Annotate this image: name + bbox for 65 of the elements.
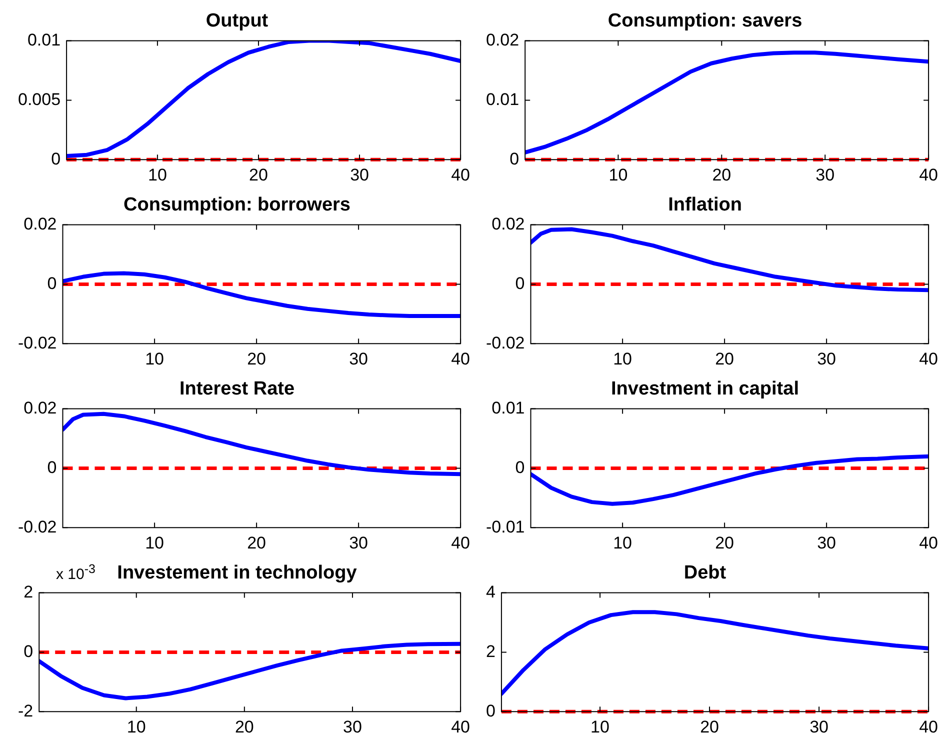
y-tick-label: 4: [486, 582, 496, 602]
x-tick-label: 30: [350, 165, 369, 184]
chart-title: Investment in capital: [611, 378, 799, 400]
chart-title: Consumption: borrowers: [124, 194, 350, 216]
x-tick-label: 30: [349, 349, 368, 368]
y-tick-label: 0: [24, 642, 34, 661]
y-tick-label: 0.02: [24, 214, 57, 234]
x-tick-label: 10: [613, 349, 632, 368]
x-tick-label: 20: [700, 717, 719, 736]
x-tick-label: 10: [590, 717, 610, 736]
y-tick-label: 0.01: [27, 30, 61, 50]
x-tick-label: 20: [715, 533, 734, 552]
x-tick-label: 30: [349, 533, 368, 552]
y-tick-label: 0.005: [18, 90, 61, 109]
chart-title: Interest Rate: [179, 378, 295, 400]
x-tick-label: 20: [712, 165, 732, 184]
x-tick-label: 30: [343, 717, 362, 736]
x-tick-label: 20: [247, 533, 266, 552]
x-tick-label: 20: [249, 165, 268, 184]
y-tick-label: -2: [18, 701, 34, 720]
x-tick-label: 10: [148, 165, 167, 184]
x-tick-label: 10: [145, 533, 164, 552]
x-tick-label: 40: [451, 717, 470, 736]
y-tick-label: 2: [486, 642, 496, 661]
x-tick-label: 10: [145, 349, 164, 368]
y-tick-label: 0.02: [492, 214, 525, 234]
y-tick-label: 0: [486, 701, 496, 720]
x-tick-label: 20: [247, 349, 266, 368]
y-tick-label: 0: [51, 149, 61, 168]
y-tick-label: 0: [515, 458, 525, 477]
y-tick-label: -0.02: [486, 333, 525, 352]
x-tick-label: 10: [126, 717, 146, 736]
text: x 10$^{-3}$: [56, 562, 96, 583]
x-tick-label: 40: [451, 349, 470, 368]
x-tick-label: 40: [919, 165, 938, 184]
chart-title: Consumption: savers: [608, 10, 802, 32]
x-tick-label: 40: [919, 349, 938, 368]
y-tick-label: -0.02: [18, 333, 57, 352]
x-tick-label: 20: [715, 349, 734, 368]
y-tick-label: 0: [515, 274, 525, 293]
y-tick-label: 2: [24, 582, 34, 602]
x-tick-label: 10: [613, 533, 632, 552]
chart-title: Investement in technology: [117, 562, 358, 584]
x-tick-label: 30: [817, 349, 836, 368]
x-tick-label: 30: [816, 165, 835, 184]
chart-title: Output: [206, 10, 269, 32]
x-tick-label: 40: [919, 533, 938, 552]
x-tick-label: 10: [608, 165, 628, 184]
chart-title: Debt: [684, 562, 727, 584]
y-tick-label: 0: [47, 458, 57, 477]
y-tick-label: 0: [510, 149, 520, 168]
y-tick-label: 0.02: [24, 398, 57, 418]
y-tick-label: 0: [47, 274, 57, 293]
x-tick-label: 30: [810, 717, 828, 736]
x-tick-label: 40: [451, 165, 470, 184]
x-tick-label: 20: [234, 717, 254, 736]
y-tick-label: 0.02: [486, 30, 520, 50]
x-tick-label: 30: [817, 533, 836, 552]
x-tick-label: 40: [451, 533, 470, 552]
y-tick-label: -0.02: [18, 517, 57, 536]
y-tick-label: 0.01: [492, 398, 525, 418]
y-tick-label: -0.01: [486, 517, 525, 536]
y-tick-label: 0.01: [486, 90, 520, 109]
x-tick-label: 40: [919, 717, 938, 736]
chart-title: Inflation: [668, 194, 742, 216]
